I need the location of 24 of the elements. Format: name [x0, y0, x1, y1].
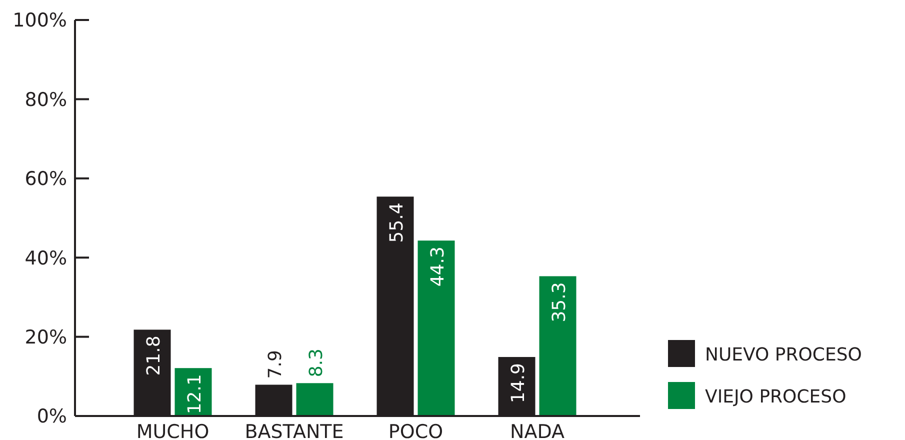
data-label: 55.4: [386, 202, 408, 243]
data-label: 21.8: [143, 336, 164, 376]
y-tick-label: 20%: [24, 326, 67, 348]
y-tick-label: 40%: [24, 247, 67, 270]
y-tick-label: 100%: [12, 10, 67, 32]
legend-label: VIEJO PROCESO: [705, 386, 846, 408]
x-tick-label: MUCHO: [136, 421, 210, 440]
bar: [539, 276, 576, 416]
x-tick-label: BASTANTE: [244, 421, 344, 440]
data-label: 35.3: [548, 282, 570, 322]
legend-label: NUEVO PROCESO: [705, 344, 862, 366]
y-tick-label: 80%: [24, 88, 67, 111]
x-tick-label: NADA: [510, 421, 565, 440]
bar: [174, 368, 212, 416]
x-tick-label: POCO: [388, 421, 444, 440]
y-tick-label: 60%: [24, 168, 67, 190]
y-tick-label: 0%: [36, 406, 67, 428]
data-label: 14.9: [508, 362, 529, 404]
data-label: 44.3: [427, 246, 448, 287]
bar: [418, 240, 455, 416]
data-label: 8.3: [306, 348, 327, 378]
data-label: 12.1: [184, 374, 206, 414]
bar: [296, 383, 334, 416]
data-label: 7.9: [264, 350, 286, 379]
